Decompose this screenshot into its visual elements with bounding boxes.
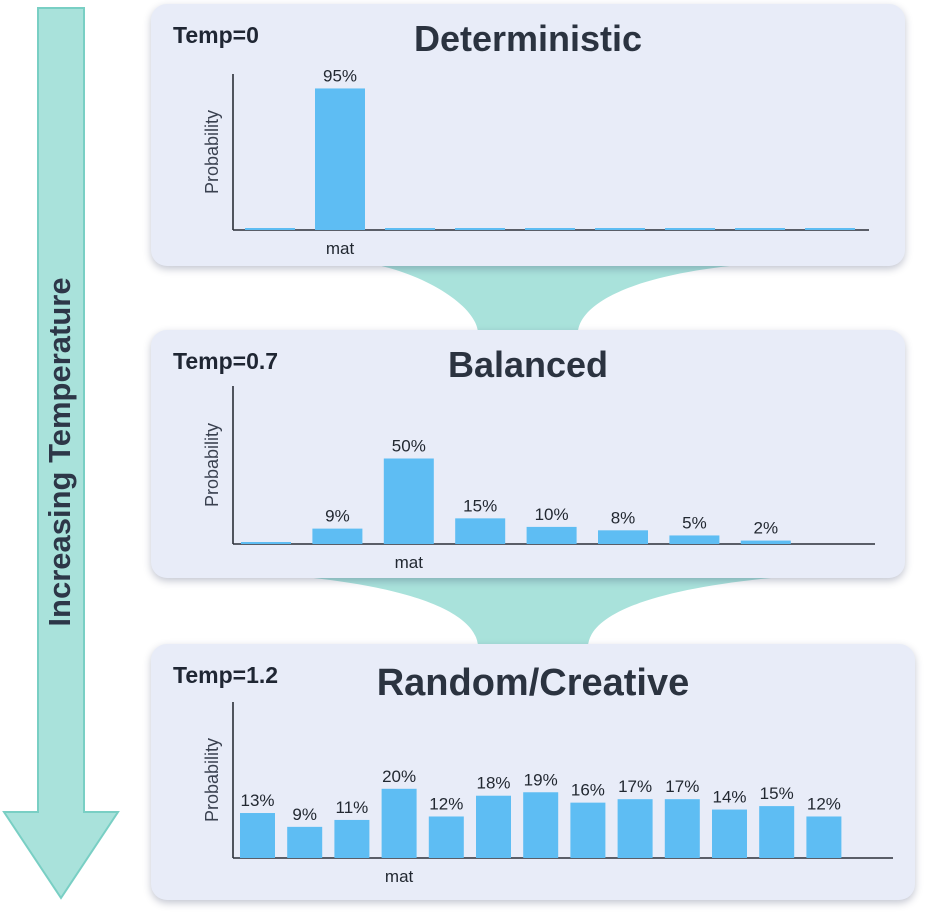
bar bbox=[665, 228, 715, 230]
bar bbox=[805, 228, 855, 230]
panel-deterministic: Temp=0 Deterministic Probability 95% mat bbox=[151, 4, 905, 266]
data-label: 17% bbox=[665, 777, 699, 796]
data-label: 18% bbox=[476, 774, 510, 793]
data-label: 8% bbox=[611, 508, 636, 527]
bar bbox=[312, 528, 363, 544]
chart-balanced: Probability 9% 50% mat 15% 10% 8% 5% 2% bbox=[202, 386, 875, 572]
data-label: 12% bbox=[807, 794, 841, 813]
data-label: 15% bbox=[463, 496, 497, 515]
data-label: 9% bbox=[325, 507, 350, 526]
panel-random-creative: Temp=1.2 Random/Creative Probability 13% 9… bbox=[151, 644, 915, 900]
bar bbox=[759, 806, 795, 858]
data-label: 14% bbox=[712, 788, 746, 807]
data-label: 12% bbox=[429, 794, 463, 813]
bar bbox=[570, 802, 606, 858]
increasing-temperature-label: Increasing Temperature bbox=[42, 277, 77, 627]
bar bbox=[455, 518, 506, 544]
bar bbox=[712, 809, 747, 858]
data-label: 95% bbox=[323, 66, 357, 85]
bar bbox=[664, 799, 700, 858]
bar bbox=[315, 88, 365, 230]
y-axis-label: Probability bbox=[202, 423, 222, 507]
data-label: 20% bbox=[382, 767, 416, 786]
x-tick-label: mat bbox=[385, 867, 414, 886]
bar bbox=[598, 530, 648, 544]
data-label: 50% bbox=[392, 437, 426, 456]
chart-random-creative: Probability 13% 9% 11% 20% mat 12% 18% 19% 16% 17%… bbox=[202, 702, 893, 886]
data-label: 13% bbox=[240, 791, 274, 810]
bar bbox=[334, 819, 370, 858]
data-label: 9% bbox=[292, 805, 317, 824]
data-label: 2% bbox=[754, 519, 779, 538]
panel-title: Deterministic bbox=[413, 18, 643, 59]
bar bbox=[455, 228, 505, 230]
y-axis-label: Probability bbox=[202, 110, 222, 194]
bar bbox=[595, 228, 645, 230]
chart-deterministic: Probability 95% mat bbox=[202, 66, 869, 258]
bar bbox=[806, 816, 842, 858]
bar bbox=[241, 542, 291, 544]
bar bbox=[245, 228, 295, 230]
panel-title: Random/Creative bbox=[376, 662, 690, 704]
data-label: 5% bbox=[682, 513, 707, 532]
panel-balanced: Temp=0.7 Balanced Probability 9% 50% mat 15%… bbox=[151, 330, 905, 578]
temperature-arrow-icon bbox=[2, 7, 120, 900]
bar bbox=[476, 795, 511, 858]
bar bbox=[287, 826, 323, 858]
bar bbox=[740, 540, 791, 544]
bar bbox=[735, 228, 785, 230]
data-label: 19% bbox=[524, 770, 558, 789]
x-tick-label: mat bbox=[395, 553, 424, 572]
data-label: 11% bbox=[336, 798, 369, 817]
funnel-connector-bottom bbox=[270, 574, 820, 646]
bar bbox=[525, 228, 575, 230]
temp-label: Temp=1.2 bbox=[173, 662, 279, 688]
bar bbox=[617, 799, 653, 858]
panel-title: Balanced bbox=[447, 344, 609, 385]
data-label: 17% bbox=[618, 777, 652, 796]
temp-label: Temp=0 bbox=[173, 22, 259, 48]
bar bbox=[669, 535, 720, 544]
bar bbox=[381, 788, 417, 858]
data-label: 15% bbox=[760, 784, 794, 803]
data-label: 16% bbox=[571, 781, 605, 800]
data-label: 10% bbox=[535, 505, 569, 524]
bar bbox=[385, 228, 435, 230]
temp-label: Temp=0.7 bbox=[173, 348, 279, 374]
bar bbox=[523, 792, 559, 858]
y-axis-label: Probability bbox=[202, 738, 222, 822]
bar bbox=[240, 813, 275, 858]
x-tick-label: mat bbox=[326, 239, 355, 258]
bar bbox=[383, 458, 434, 544]
funnel-connector-top bbox=[360, 262, 780, 332]
bar bbox=[428, 816, 464, 858]
bar bbox=[526, 526, 577, 544]
